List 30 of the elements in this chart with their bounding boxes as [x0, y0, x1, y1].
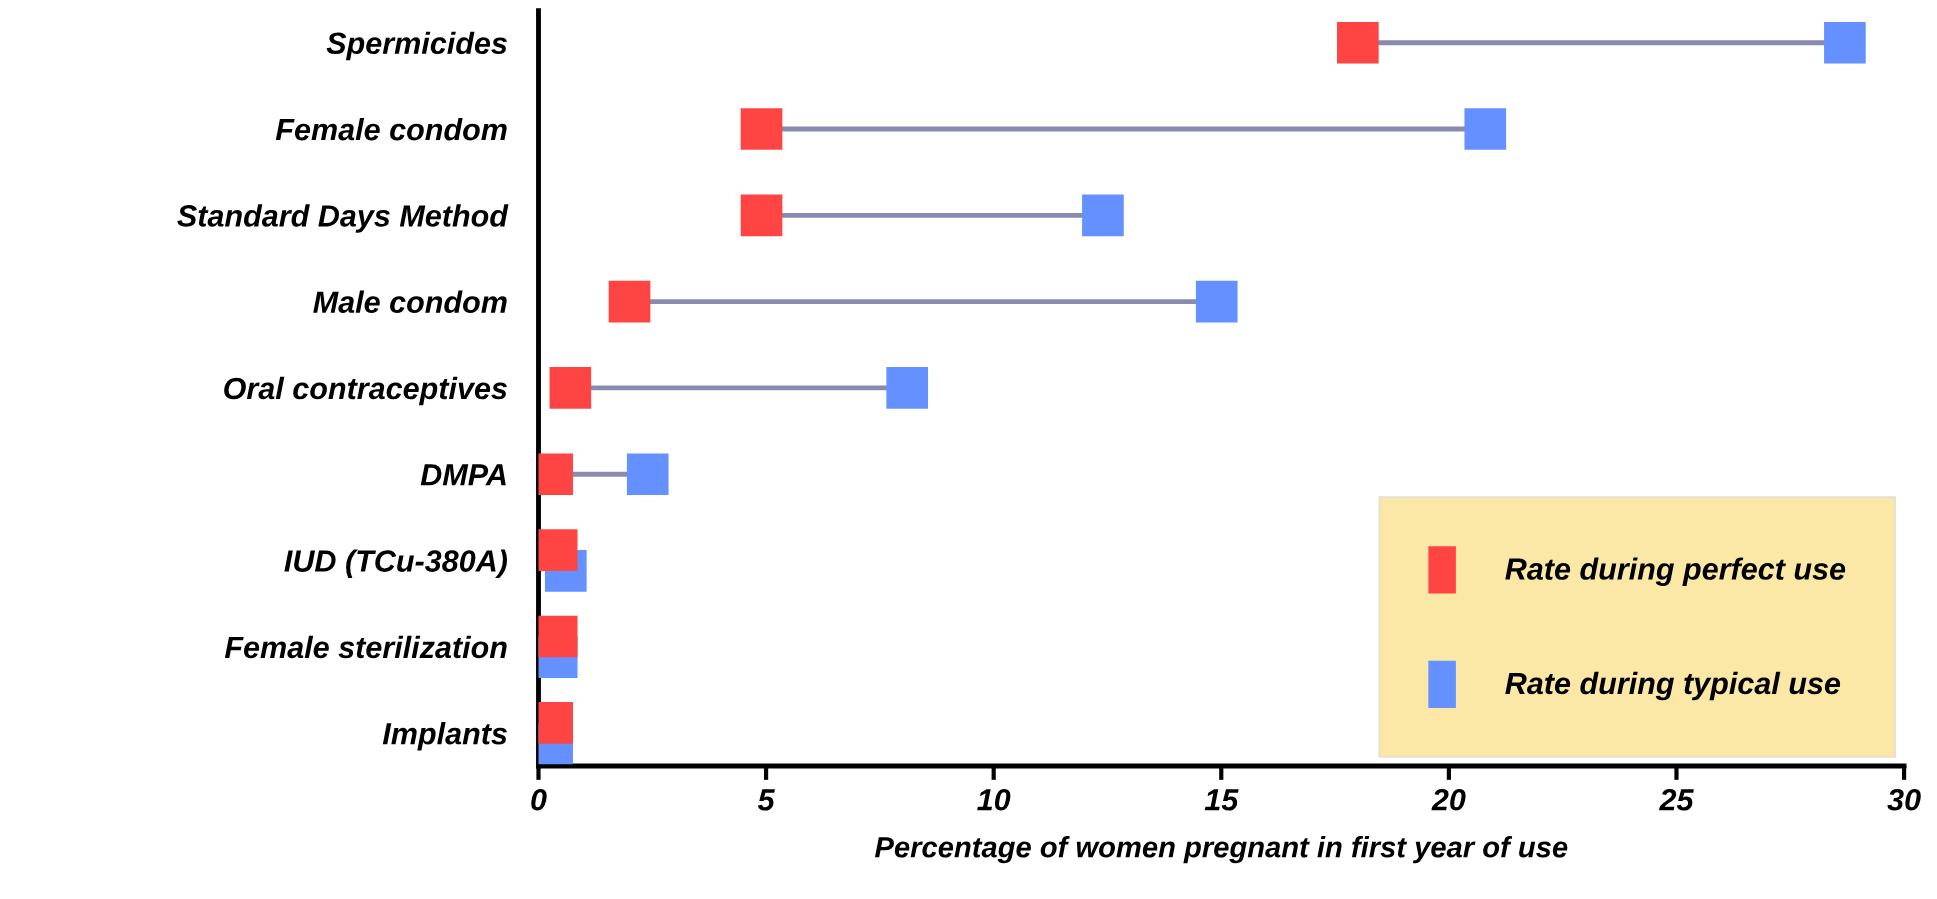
point [1337, 21, 1379, 64]
x-tick-label: 10 [977, 788, 1011, 811]
y-tick-label: Implants [382, 722, 507, 751]
point [626, 453, 669, 496]
point [1195, 280, 1238, 323]
point [549, 367, 592, 409]
y-tick-label: Male condom [313, 290, 507, 314]
legend-label: Rate during typical use [1505, 671, 1841, 701]
y-tick-label: Standard Days Method [177, 204, 509, 233]
y-tick-label: Female condom [275, 117, 507, 141]
legend-label: Rate during perfect use [1505, 557, 1846, 586]
x-axis-title: Percentage of women pregnant in first year of use [874, 836, 1568, 864]
x-tick-label: 0 [531, 788, 547, 811]
point [1464, 108, 1507, 150]
x-tick-label: 30 [1887, 788, 1921, 811]
x-tick-label: 25 [1659, 788, 1694, 811]
point [740, 194, 783, 237]
point [608, 280, 651, 323]
point [740, 108, 783, 150]
y-tick-label: Oral contraceptives [224, 376, 507, 406]
y-tick-label: Spermicides [326, 31, 507, 61]
y-tick-label: Female sterilization [224, 635, 507, 659]
y-tick-label: DMPA [420, 464, 506, 486]
point [1824, 21, 1866, 64]
x-tick-label: 5 [757, 789, 775, 811]
x-tick-label: 20 [1431, 788, 1466, 811]
x-tick-label: 15 [1204, 789, 1239, 811]
y-tick-label: IUD (TCu-380A) [284, 549, 508, 578]
point [886, 367, 929, 409]
point [1082, 194, 1124, 237]
